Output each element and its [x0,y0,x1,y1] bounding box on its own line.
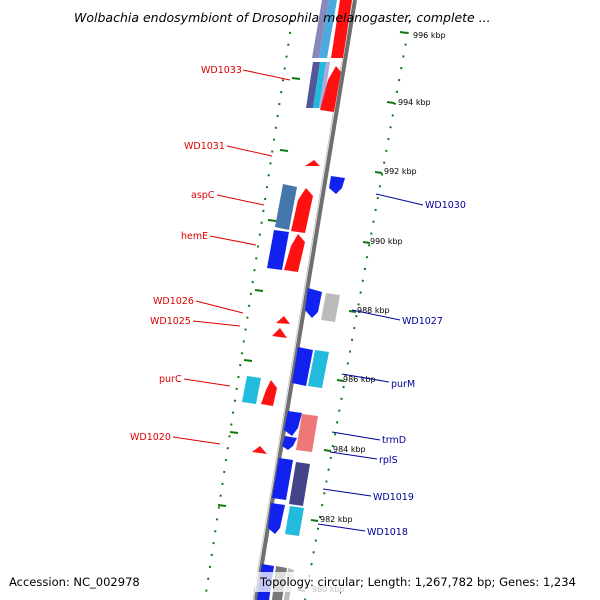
leader-line [351,309,401,321]
gene-arrow [252,446,267,454]
gene-label-wd1026: WD1026 [153,296,194,307]
forward-leader-lines [172,69,291,445]
gene-arrow [268,503,285,534]
scale-label: 994 kbp [398,98,431,107]
reverse-leader-lines [317,193,424,532]
inner-ticks [217,77,301,507]
gene-label-trmd: trmD [382,435,406,446]
gene-arrow [267,230,289,270]
gene-arrow [242,376,261,404]
forward-gene-labels: WD1033 WD1031 aspC hemE WD1026 WD1025 purC WD10… [130,65,242,443]
topology-text: Topology: circular; Length: 1,267,782 bp… [259,575,576,589]
scale-label: 992 kbp [384,167,417,176]
inner-tick-track [204,19,293,600]
gene-arrow [276,316,290,324]
gene-arrow [305,288,322,318]
gene-arrow [319,62,330,108]
gene-arrow [282,436,297,450]
scale-label: 996 kbp [413,31,446,40]
tick-tracks [204,19,411,600]
leader-line [209,235,257,246]
scale-label: 988 kbp [357,306,390,315]
gene-arrow [275,184,297,230]
accession-text: Accession: NC_002978 [9,575,140,589]
gene-label-rpls: rplS [379,455,398,466]
leader-line [192,320,241,327]
gene-arrow [331,0,352,58]
gene-label-wd1030: WD1030 [425,200,466,211]
gene-label-aspc: aspC [191,190,215,201]
gene-label-purm: purM [391,379,415,390]
footer-background [255,572,600,592]
leader-line [216,194,265,206]
leader-line [226,145,273,157]
gene-arrow [292,347,313,386]
gene-label-purc: purC [159,374,182,385]
gene-label-heme: hemE [181,231,208,242]
gene-arrow [261,380,277,406]
backbone [252,0,357,600]
gene-arrow [289,462,310,506]
gene-label-wd1020: WD1020 [130,432,171,443]
gene-arrow [313,62,326,108]
gene-arrow [296,414,318,452]
map-title: Wolbachia endosymbiont of Drosophila mel… [74,10,491,25]
gene-arrow [321,293,340,322]
gene-arrow [319,0,337,58]
leader-line [331,431,381,441]
gene-arrow [285,506,304,536]
leader-line [242,69,291,81]
leader-line [375,193,424,206]
scale-label: 982 kbp [320,515,353,524]
gene-features [242,0,352,600]
gene-arrow [284,234,305,272]
gene-label-wd1033: WD1033 [201,65,242,76]
gene-arrow [329,176,345,194]
scale-label: 984 kbp [333,445,366,454]
scale-label: 986 kbp [343,375,376,384]
gene-label-wd1025: WD1025 [150,316,191,327]
scale-label: 990 kbp [370,237,403,246]
leader-line [172,436,221,445]
gene-label-wd1027: WD1027 [402,316,443,327]
gene-arrow [291,188,313,233]
gene-label-wd1031: WD1031 [184,141,225,152]
gene-label-wd1018: WD1018 [367,527,408,538]
gene-arrow [308,350,329,388]
gene-arrow [312,0,329,58]
leader-line [329,451,378,460]
gene-label-wd1019: WD1019 [373,492,414,503]
leader-line [322,488,372,497]
gene-arrow [305,160,320,166]
leader-line [195,300,244,314]
reverse-gene-labels: WD1030 WD1027 purM trmD rplS WD1019 WD1018 [367,200,466,538]
leader-line [317,523,366,532]
gene-arrow [306,62,320,108]
leader-line [183,378,231,387]
gene-arrow [284,411,302,436]
gene-arrow [272,458,293,500]
leader-line [341,373,390,383]
gene-arrow [320,66,341,112]
gene-arrow [272,328,287,338]
